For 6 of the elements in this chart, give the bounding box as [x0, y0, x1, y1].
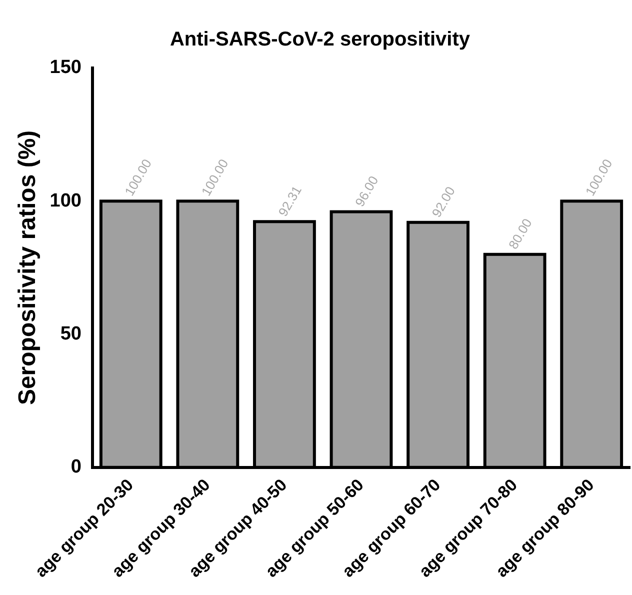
y-tick-label: 50 — [60, 323, 82, 344]
y-axis-title: Seropositivity ratios (%) — [14, 130, 42, 406]
y-tick-label: 0 — [70, 456, 82, 478]
y-tick-label: 100 — [50, 190, 82, 212]
y-tick-label: 150 — [50, 57, 82, 78]
chart-title: Anti-SARS-CoV-2 seropositivity — [170, 28, 471, 51]
